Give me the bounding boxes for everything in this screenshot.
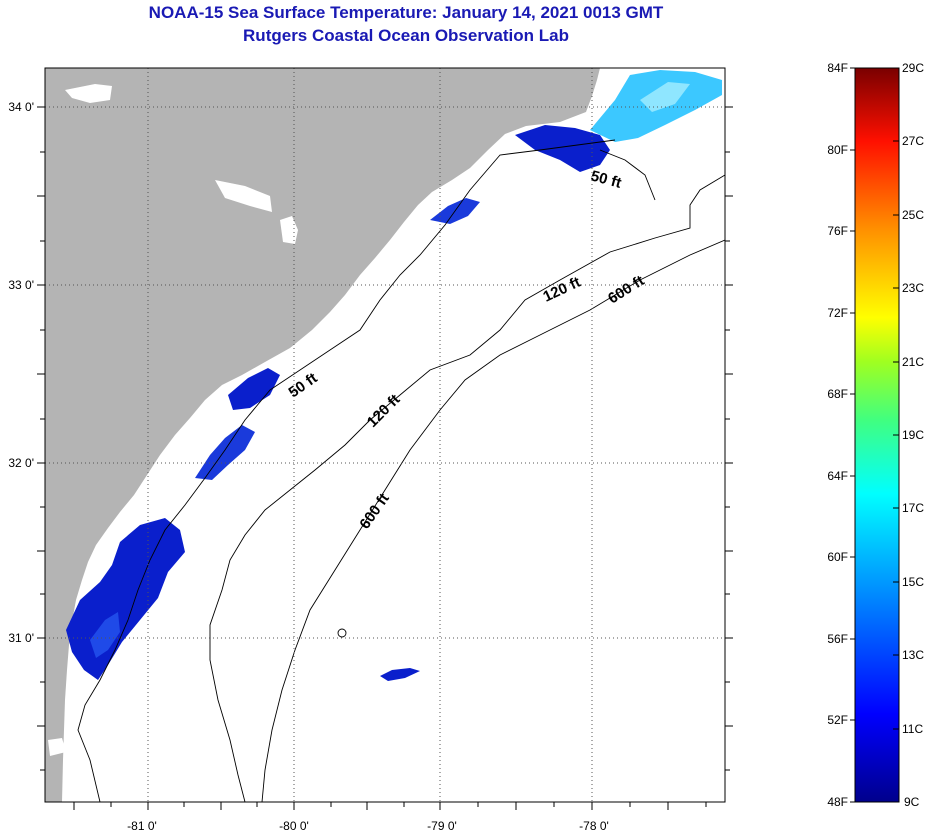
lat-label: 32 0' bbox=[8, 456, 34, 470]
inland-lake bbox=[65, 84, 112, 103]
colorbar-c-label: 11C bbox=[902, 722, 923, 736]
colorbar-c-label: 9C bbox=[904, 795, 920, 809]
lon-label: -79 0' bbox=[427, 819, 457, 832]
lat-label: 33 0' bbox=[8, 278, 34, 292]
lon-label: -78 0' bbox=[579, 819, 609, 832]
colorbar-c-label: 29C bbox=[902, 61, 924, 75]
colorbar-f-label: 80F bbox=[827, 143, 848, 157]
colorbar-f-label: 72F bbox=[827, 306, 848, 320]
colorbar-c-label: 23C bbox=[902, 281, 924, 295]
colorbar-f-label: 64F bbox=[827, 469, 848, 483]
colorbar-f-label: 52F bbox=[827, 713, 848, 727]
map-title: NOAA-15 Sea Surface Temperature: January… bbox=[148, 3, 664, 22]
lon-label: -80 0' bbox=[279, 819, 309, 832]
lat-label: 31 0' bbox=[8, 631, 34, 645]
colorbar-f-label: 48F bbox=[827, 795, 848, 809]
graticule bbox=[45, 68, 725, 802]
lat-label: 34 0' bbox=[8, 100, 34, 114]
colorbar-f-label: 84F bbox=[827, 61, 848, 75]
colorbar-f-label: 76F bbox=[827, 224, 848, 238]
contour-50ft-tip bbox=[599, 149, 656, 201]
colorbar-c-label: 13C bbox=[902, 648, 924, 662]
sst-data bbox=[66, 70, 722, 681]
colorbar-c-label: 17C bbox=[902, 501, 924, 515]
contour-50ft bbox=[77, 139, 616, 802]
map-area: 50 ft 50 ft 120 ft 120 ft 600 ft 600 ft bbox=[45, 68, 725, 802]
colorbar-c-label: 15C bbox=[902, 575, 924, 589]
colorbar: 84F 80F 76F 72F 68F 64F 60F 56F 52F 48F … bbox=[827, 61, 924, 809]
contour-120ft bbox=[209, 174, 725, 802]
axis-ticks bbox=[37, 106, 733, 810]
map-subtitle: Rutgers Coastal Ocean Observation Lab bbox=[243, 26, 569, 45]
lon-label: -81 0' bbox=[127, 819, 157, 832]
colorbar-c-label: 19C bbox=[902, 428, 924, 442]
colorbar-gradient bbox=[854, 67, 900, 803]
contour-600ft bbox=[261, 239, 725, 802]
inland-lake bbox=[215, 180, 272, 212]
colorbar-c-label: 21C bbox=[902, 355, 924, 369]
map-frame bbox=[44, 67, 726, 803]
colorbar-f-label: 56F bbox=[827, 632, 848, 646]
land-mass bbox=[45, 68, 600, 802]
colorbar-f-label: 60F bbox=[827, 550, 848, 564]
colorbar-f-label: 68F bbox=[827, 387, 848, 401]
colorbar-c-label: 27C bbox=[902, 134, 924, 148]
seamount-contour bbox=[337, 628, 347, 638]
colorbar-c-label: 25C bbox=[902, 208, 924, 222]
inland-lake bbox=[48, 738, 66, 756]
